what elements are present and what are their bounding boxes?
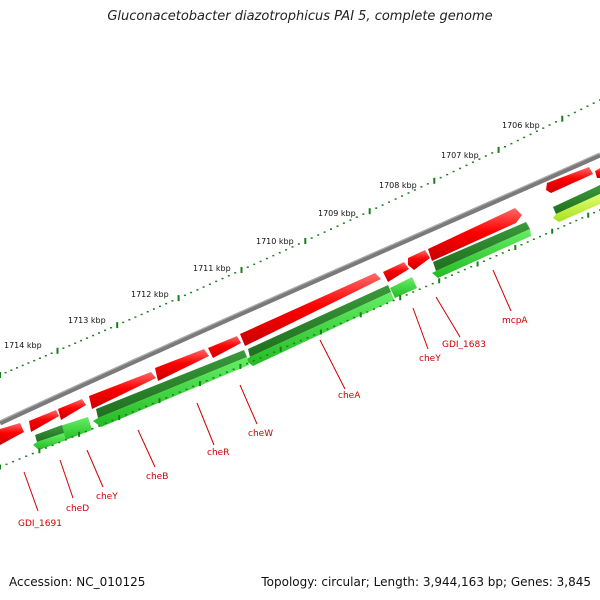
kbp-label: 1706 kbp — [502, 121, 540, 130]
reverse-gene[interactable] — [35, 425, 64, 442]
kbp-label: 1710 kbp — [256, 237, 294, 246]
reverse-gene[interactable] — [245, 292, 394, 366]
kbp-label: 1714 kbp — [4, 341, 42, 350]
reverse-gene[interactable] — [390, 277, 417, 298]
reverse-strand-genes — [33, 185, 600, 450]
gene-labels: mcpA GDI_1683 cheY cheA cheW cheR cheB c… — [18, 316, 528, 529]
reverse-gene[interactable] — [432, 229, 531, 278]
gene-label: cheY — [419, 354, 441, 364]
inner-dotted-line — [0, 209, 600, 470]
reverse-gene[interactable] — [248, 285, 391, 357]
reverse-gene[interactable] — [93, 357, 249, 427]
reverse-gene[interactable] — [33, 433, 66, 450]
forward-gene[interactable] — [89, 372, 156, 409]
scale-ticks — [0, 99, 600, 378]
kbp-label: 1711 kbp — [193, 264, 231, 273]
forward-gene[interactable] — [208, 336, 241, 358]
map-title: Gluconacetobacter diazotrophicus PAI 5, … — [107, 9, 493, 24]
forward-gene[interactable] — [546, 167, 593, 193]
forward-gene[interactable] — [428, 208, 522, 261]
kbp-label: 1708 kbp — [379, 181, 417, 190]
reverse-gene[interactable] — [96, 350, 247, 418]
kbp-label: 1713 kbp — [68, 316, 106, 325]
reverse-gene[interactable] — [60, 417, 92, 441]
gene-label: mcpA — [502, 316, 528, 326]
gene-label: GDI_1691 — [18, 519, 62, 529]
forward-gene[interactable] — [58, 399, 86, 420]
kbp-label: 1707 kbp — [441, 151, 479, 160]
gene-label: cheD — [66, 504, 89, 514]
gene-label: cheY — [96, 492, 118, 502]
gene-label: GDI_1683 — [442, 340, 486, 350]
gene-label: cheR — [207, 448, 229, 458]
genome-backbone — [0, 152, 600, 426]
genome-backbone-highlight — [0, 152, 600, 422]
forward-gene[interactable] — [408, 250, 430, 270]
forward-gene[interactable] — [595, 168, 600, 178]
reverse-gene[interactable] — [553, 194, 600, 222]
forward-gene[interactable] — [29, 410, 59, 432]
forward-gene[interactable] — [155, 349, 209, 381]
leader-lines — [23, 269, 512, 512]
kbp-label: 1712 kbp — [131, 290, 169, 299]
gene-label: cheW — [248, 429, 273, 439]
forward-gene[interactable] — [0, 423, 24, 445]
reverse-gene[interactable] — [553, 185, 600, 214]
forward-gene[interactable] — [240, 273, 381, 346]
gene-label: cheA — [338, 391, 361, 401]
topology-text: Topology: circular; Length: 3,944,163 bp… — [261, 575, 591, 589]
kbp-label: 1709 kbp — [318, 209, 356, 218]
kbp-labels: 1706 kbp 1707 kbp 1708 kbp 1709 kbp 1710… — [4, 121, 540, 350]
gene-label: cheB — [146, 472, 168, 482]
forward-strand-genes — [0, 167, 600, 445]
accession-text: Accession: NC_010125 — [9, 575, 146, 589]
forward-gene[interactable] — [383, 262, 409, 282]
reverse-gene[interactable] — [433, 222, 530, 271]
